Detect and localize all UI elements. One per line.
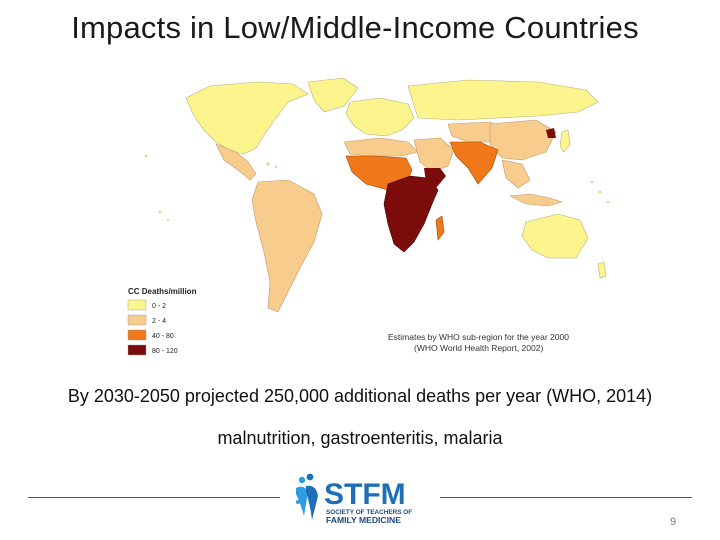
legend-swatch-40-80 bbox=[127, 329, 147, 341]
slide-title: Impacts in Low/Middle-Income Countries bbox=[71, 10, 639, 45]
region-pacific-island bbox=[158, 210, 162, 214]
logo-subtitle-line-1: SOCIETY OF TEACHERS OF bbox=[326, 509, 412, 516]
region-new-zealand bbox=[597, 261, 607, 279]
region-south-america bbox=[251, 179, 323, 313]
logo-subtitle-line-2: FAMILY MEDICINE bbox=[326, 515, 401, 525]
world-map: CC Deaths/million 0 - 2 2 - 4 40 - 80 80… bbox=[127, 77, 610, 356]
stfm-people-icon bbox=[296, 473, 318, 520]
legend-label: 80 - 120 bbox=[152, 348, 178, 355]
map-note-line-2: (WHO World Health Report, 2002) bbox=[414, 343, 543, 353]
region-pacific-island bbox=[606, 200, 610, 204]
region-north-asia bbox=[407, 79, 599, 121]
region-pacific-island bbox=[590, 180, 594, 184]
legend-label: 2 - 4 bbox=[152, 318, 166, 325]
region-japan bbox=[559, 129, 571, 153]
legend-swatch-80-120 bbox=[127, 344, 147, 356]
region-middle-east bbox=[413, 137, 455, 173]
logo-acronym: STFM bbox=[324, 478, 406, 511]
legend-label: 40 - 80 bbox=[152, 333, 174, 340]
region-north-america bbox=[185, 81, 309, 155]
legend-swatch-2-4 bbox=[127, 314, 147, 326]
region-caribbean-island bbox=[274, 165, 278, 169]
region-pacific-island bbox=[598, 190, 602, 194]
causes-text: malnutrition, gastroenteritis, malaria bbox=[217, 428, 503, 448]
region-pacific-island bbox=[144, 154, 148, 158]
region-australia bbox=[521, 213, 589, 259]
region-horn-of-africa bbox=[424, 168, 446, 188]
region-north-africa bbox=[343, 137, 419, 157]
projection-text: By 2030-2050 projected 250,000 additiona… bbox=[67, 386, 653, 406]
region-pacific-island bbox=[166, 218, 170, 222]
region-europe bbox=[345, 97, 415, 137]
legend-label: 0 - 2 bbox=[152, 303, 166, 310]
region-east-asia bbox=[489, 119, 557, 161]
region-caribbean-island bbox=[266, 162, 270, 166]
region-sub-saharan-africa bbox=[383, 175, 439, 253]
map-note-line-1: Estimates by WHO sub-region for the year… bbox=[388, 332, 569, 342]
region-madagascar bbox=[435, 215, 445, 241]
region-central-america bbox=[215, 143, 257, 181]
divider-right bbox=[440, 497, 692, 498]
divider-left bbox=[28, 497, 280, 498]
region-indonesia bbox=[508, 193, 564, 207]
region-north-korea bbox=[546, 128, 556, 138]
region-south-asia bbox=[449, 141, 499, 185]
region-greenland bbox=[307, 77, 359, 113]
map-legend: CC Deaths/million 0 - 2 2 - 4 40 - 80 80… bbox=[127, 287, 197, 356]
stfm-logo: STFM SOCIETY OF TEACHERS OF FAMILY MEDIC… bbox=[296, 473, 412, 525]
page-number: 9 bbox=[670, 516, 677, 528]
legend-title: CC Deaths/million bbox=[128, 287, 197, 296]
region-southeast-asia bbox=[501, 159, 531, 189]
legend-swatch-0-2 bbox=[127, 299, 147, 311]
